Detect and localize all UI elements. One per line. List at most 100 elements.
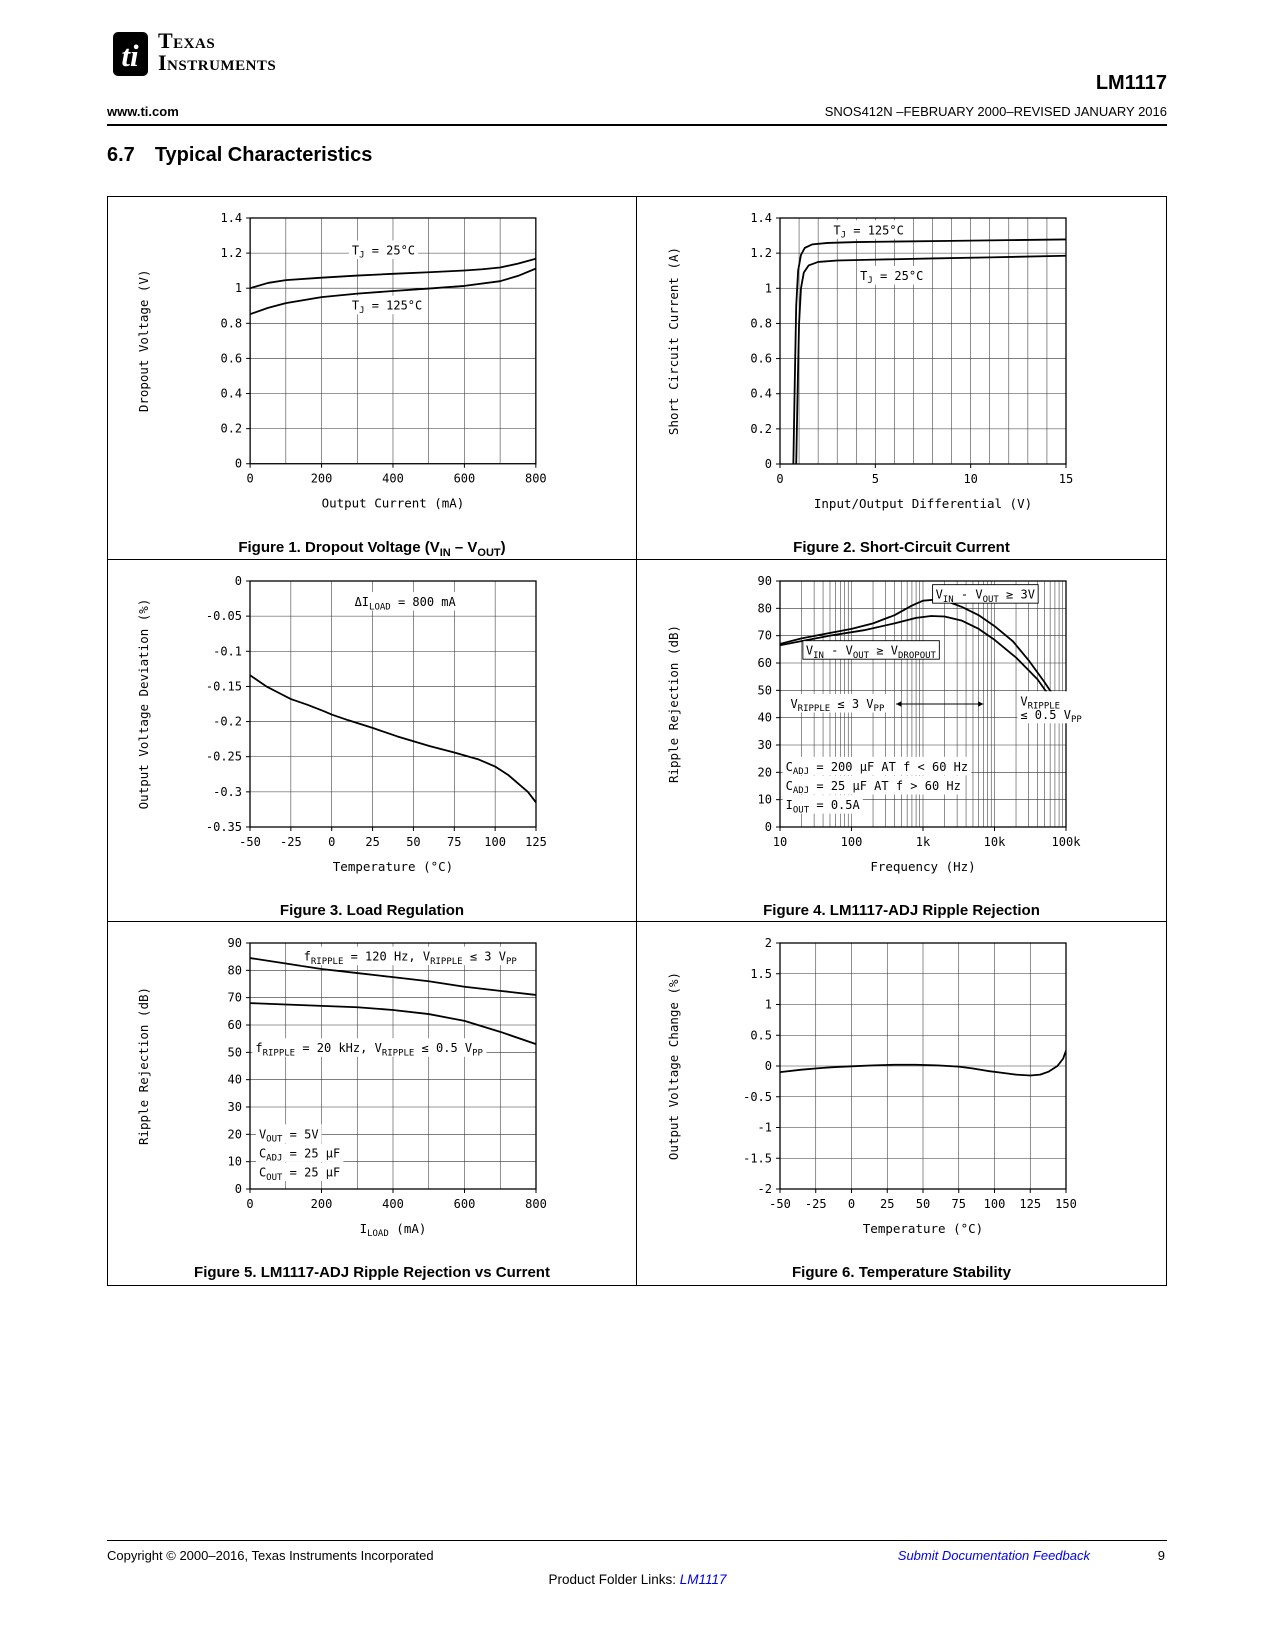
svg-text:0: 0 <box>847 1197 854 1211</box>
svg-text:800: 800 <box>525 472 547 486</box>
svg-text:10: 10 <box>757 792 771 806</box>
svg-text:-50: -50 <box>769 1197 791 1211</box>
svg-text:0: 0 <box>246 1197 253 1211</box>
svg-text:ti: ti <box>121 38 139 73</box>
svg-text:0.4: 0.4 <box>221 387 243 401</box>
figure-6-chart: -50 -25 0 25 50 75 100 125 150 -2 -1.5 -1 -0.5 0 0.5 1 1… <box>666 936 1077 1236</box>
svg-text:TJ = 125°C: TJ = 125°C <box>833 223 903 240</box>
svg-text:-1: -1 <box>757 1121 771 1135</box>
figure-5-chart: 0 200 400 600 800 0 10 20 30 40 50 60 70 80 90 ILOAD (m… <box>136 936 547 1239</box>
svg-text:100: 100 <box>983 1197 1005 1211</box>
svg-text:Output Voltage Change (%): Output Voltage Change (%) <box>666 972 681 1160</box>
svg-text:1.4: 1.4 <box>221 211 243 225</box>
svg-text:150: 150 <box>1055 1197 1077 1211</box>
figure-5-panel: 0 200 400 600 800 0 10 20 30 40 50 60 70 80 90 ILOAD (m… <box>108 922 637 1285</box>
section-title: Typical Characteristics <box>154 144 373 166</box>
svg-text:CADJ = 25 μF AT f > 60 Hz: CADJ = 25 μF AT f > 60 Hz <box>785 779 960 796</box>
svg-text:100k: 100k <box>1051 835 1081 849</box>
svg-text:-0.3: -0.3 <box>213 785 242 799</box>
svg-text:30: 30 <box>228 1100 242 1114</box>
svg-text:600: 600 <box>454 472 476 486</box>
svg-text:Frequency (Hz): Frequency (Hz) <box>870 859 975 874</box>
svg-text:30: 30 <box>757 738 771 752</box>
svg-text:1.2: 1.2 <box>221 246 243 260</box>
svg-text:-0.15: -0.15 <box>206 679 242 693</box>
footer-rule <box>107 1540 1167 1541</box>
svg-text:100: 100 <box>840 835 862 849</box>
svg-text:0.8: 0.8 <box>750 316 772 330</box>
svg-text:15: 15 <box>1058 472 1072 486</box>
svg-text:0: 0 <box>235 1182 242 1196</box>
svg-text:75: 75 <box>447 835 461 849</box>
svg-text:Input/Output Differential (V): Input/Output Differential (V) <box>813 496 1031 511</box>
svg-text:0: 0 <box>764 457 771 471</box>
svg-text:70: 70 <box>757 628 771 642</box>
product-folder-prefix: Product Folder Links: <box>548 1572 680 1587</box>
svg-text:0.4: 0.4 <box>750 387 772 401</box>
svg-text:5: 5 <box>871 472 878 486</box>
svg-text:400: 400 <box>382 472 404 486</box>
figure-4-chart: 10 100 1k 10k 100k0102030405060708090Frequen… <box>666 574 1085 874</box>
svg-text:Output Voltage Deviation (%): Output Voltage Deviation (%) <box>136 598 151 809</box>
svg-text:0.8: 0.8 <box>221 316 243 330</box>
figure-1-panel: 0 200 400 600 800 0 0.2 0.4 0.6 0.8 1 1.2 1.4 Output … <box>108 197 637 560</box>
typical-characteristics-grid: 0 200 400 600 800 0 0.2 0.4 0.6 0.8 1 1.2 1.4 Output … <box>107 196 1167 1286</box>
svg-text:Short Circuit Current (A): Short Circuit Current (A) <box>666 247 681 435</box>
svg-text:25: 25 <box>365 835 379 849</box>
product-folder-link[interactable]: LM1117 <box>679 1572 727 1587</box>
svg-text:1.4: 1.4 <box>750 211 772 225</box>
wordmark-line2: Instruments <box>158 50 277 76</box>
svg-text:TJ = 25°C: TJ = 25°C <box>352 243 415 260</box>
svg-text:0.6: 0.6 <box>750 352 772 366</box>
svg-text:TJ = 25°C: TJ = 25°C <box>860 269 923 286</box>
submit-feedback-link[interactable]: Submit Documentation Feedback <box>897 1548 1090 1563</box>
svg-text:0.2: 0.2 <box>750 422 772 436</box>
svg-text:-0.2: -0.2 <box>213 714 242 728</box>
svg-text:1.2: 1.2 <box>750 246 772 260</box>
svg-text:Temperature (°C): Temperature (°C) <box>333 859 453 874</box>
svg-text:VRIPPLE ≤ 3 VPP: VRIPPLE ≤ 3 VPP <box>790 697 885 714</box>
part-number: LM1117 <box>1095 72 1167 94</box>
svg-text:50: 50 <box>915 1197 929 1211</box>
svg-text:125: 125 <box>1019 1197 1041 1211</box>
svg-text:Temperature (°C): Temperature (°C) <box>862 1221 982 1236</box>
svg-text:COUT = 25 μF: COUT = 25 μF <box>259 1166 340 1183</box>
svg-text:-0.35: -0.35 <box>206 820 242 834</box>
svg-text:-25: -25 <box>280 835 302 849</box>
svg-text:CADJ = 200 μF AT f < 60 Hz: CADJ = 200 μF AT f < 60 Hz <box>785 760 967 777</box>
svg-text:TJ = 125°C: TJ = 125°C <box>352 299 422 316</box>
svg-text:Dropout Voltage (V): Dropout Voltage (V) <box>136 270 151 413</box>
svg-text:0.6: 0.6 <box>221 351 243 365</box>
svg-text:0: 0 <box>235 574 242 588</box>
svg-text:-50: -50 <box>239 835 261 849</box>
copyright-notice: Copyright © 2000–2016, Texas Instruments… <box>107 1548 434 1563</box>
svg-text:25: 25 <box>880 1197 894 1211</box>
svg-text:VIN - VOUT ≥ 3V: VIN - VOUT ≥ 3V <box>935 587 1034 604</box>
figure-1-caption: Figure 1. Dropout Voltage (VIN – VOUT) <box>238 538 506 559</box>
figure-3-panel: -50 -25 0 25 50 75 100 125 0 -0.05 -0.1 -0.15 -0.2 -0… <box>108 559 637 923</box>
svg-text:60: 60 <box>757 656 771 670</box>
svg-text:1.5: 1.5 <box>750 967 772 981</box>
figure-4-caption: Figure 4. LM1117-ADJ Ripple Rejection <box>763 901 1040 919</box>
svg-text:Output Current (mA): Output Current (mA) <box>322 496 465 511</box>
header-rule <box>107 124 1167 126</box>
svg-text:40: 40 <box>228 1073 242 1087</box>
svg-text:-0.5: -0.5 <box>743 1090 772 1104</box>
svg-text:200: 200 <box>311 472 333 486</box>
svg-text:-0.05: -0.05 <box>206 609 242 623</box>
svg-text:-25: -25 <box>804 1197 826 1211</box>
svg-text:90: 90 <box>757 574 771 588</box>
svg-text:0.5: 0.5 <box>750 1029 772 1043</box>
figure-2-caption: Figure 2. Short-Circuit Current <box>793 539 1010 556</box>
svg-text:-2: -2 <box>757 1182 771 1196</box>
svg-text:Ripple Rejection (dB): Ripple Rejection (dB) <box>666 625 681 783</box>
ti-website-link[interactable]: www.ti.com <box>107 104 179 119</box>
ti-logo-icon: ti <box>113 32 148 76</box>
figure-3-caption: Figure 3. Load Regulation <box>279 901 465 919</box>
svg-text:80: 80 <box>228 964 242 978</box>
svg-text:50: 50 <box>406 835 420 849</box>
svg-text:0: 0 <box>776 472 783 486</box>
svg-text:-0.1: -0.1 <box>213 644 242 658</box>
svg-text:10: 10 <box>772 835 786 849</box>
svg-text:40: 40 <box>757 710 771 724</box>
